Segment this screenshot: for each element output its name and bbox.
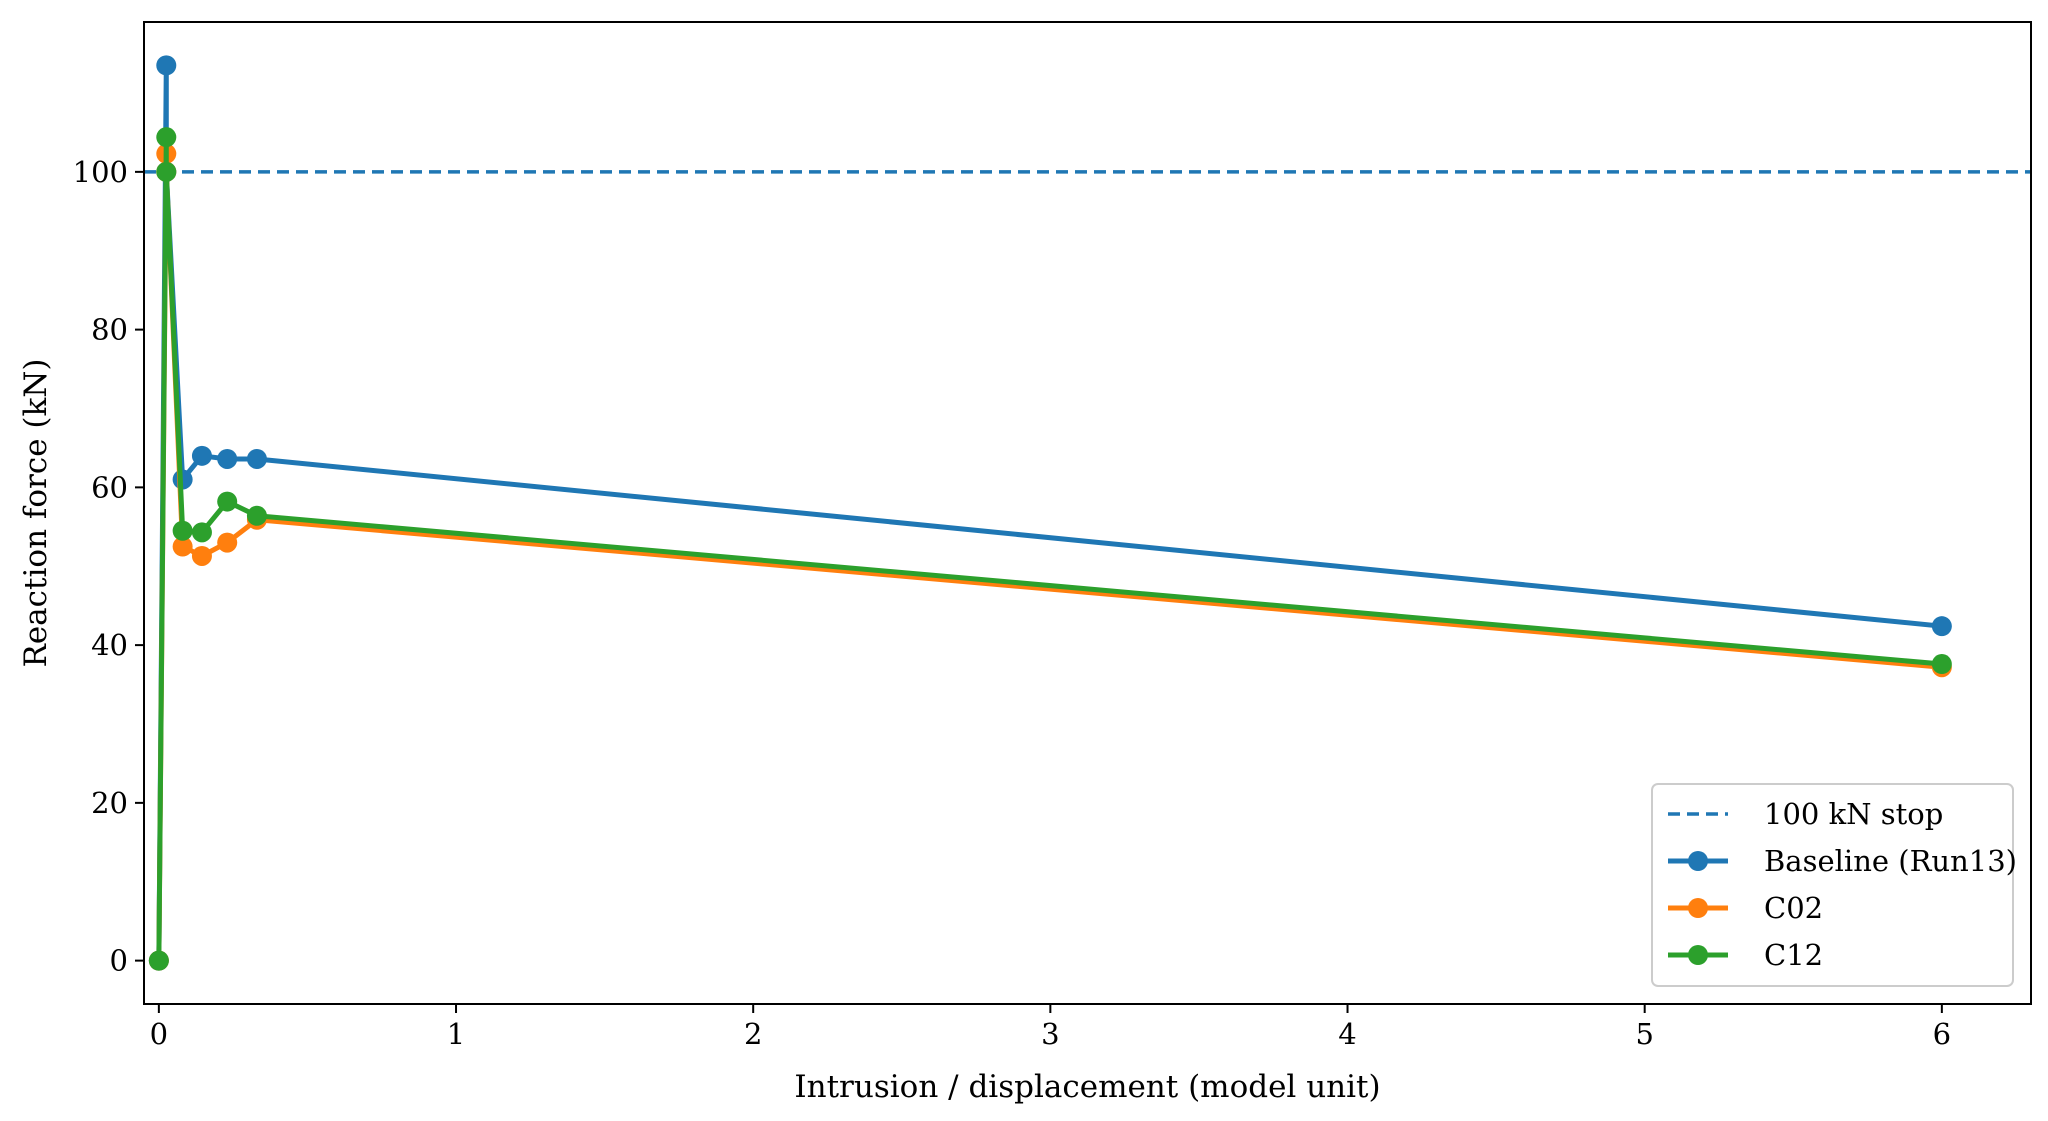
- plot-area: [144, 55, 2031, 971]
- y-axis: 0 20 40 60 80 100: [73, 155, 144, 978]
- x-axis-title: Intrusion / displacement (model unit): [794, 1069, 1380, 1105]
- y-tick-label: 100: [73, 155, 128, 189]
- data-point-baseline-run13: [1931, 616, 1952, 637]
- legend-marker-baseline-run13: [1688, 851, 1708, 871]
- y-tick-label: 20: [91, 786, 128, 820]
- x-tick-label: 3: [1041, 1017, 1059, 1051]
- data-point-c12: [246, 505, 267, 526]
- legend-label-c12: C12: [1764, 938, 1823, 972]
- data-point-c12: [156, 127, 177, 148]
- x-tick-label: 6: [1933, 1017, 1951, 1051]
- data-point-baseline-run13: [191, 445, 212, 466]
- axes-frame: [143, 21, 2032, 1005]
- legend-label-c02: C02: [1764, 891, 1823, 925]
- y-tick-label: 80: [91, 313, 128, 347]
- x-tick-label: 2: [744, 1017, 762, 1051]
- legend-label-100-kn-stop: 100 kN stop: [1764, 797, 1943, 831]
- y-tick-label: 60: [91, 470, 128, 504]
- legend-marker-c12: [1688, 945, 1708, 965]
- x-tick-label: 4: [1338, 1017, 1356, 1051]
- legend: 100 kN stop Baseline (Run13) C02 C12: [1651, 783, 2017, 987]
- data-point-c02: [217, 532, 238, 553]
- y-tick-label: 40: [91, 628, 128, 662]
- data-point-c12: [191, 522, 212, 543]
- x-tick-label: 1: [447, 1017, 465, 1051]
- x-tick-label: 0: [150, 1017, 168, 1051]
- x-tick-label: 5: [1635, 1017, 1653, 1051]
- y-tick-label: 0: [110, 944, 128, 978]
- data-point-c12: [1931, 654, 1952, 675]
- data-point-baseline-run13: [156, 55, 177, 76]
- data-point-baseline-run13: [246, 448, 267, 469]
- data-point-c12: [156, 161, 177, 182]
- data-point-c02: [172, 536, 193, 557]
- data-point-c12: [148, 950, 169, 971]
- x-axis: 0 1 2 3 4 5 6: [150, 1004, 1951, 1051]
- data-point-c02: [191, 545, 212, 566]
- legend-box: [1651, 783, 2014, 987]
- data-point-c12: [172, 520, 193, 541]
- legend-marker-c02: [1688, 898, 1708, 918]
- data-point-baseline-run13: [217, 448, 238, 469]
- legend-label-baseline-run13: Baseline (Run13): [1764, 844, 2017, 878]
- data-point-c12: [217, 491, 238, 512]
- y-axis-title: Reaction force (kN): [18, 358, 54, 667]
